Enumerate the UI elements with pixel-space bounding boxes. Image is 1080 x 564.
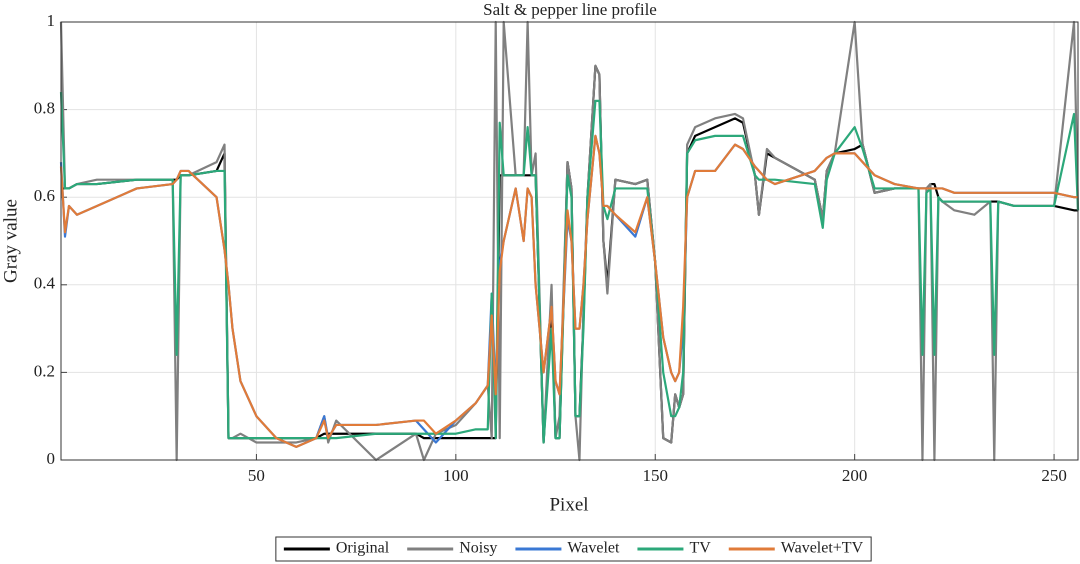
legend-label: TV — [689, 540, 711, 557]
legend-label: Noisy — [459, 540, 497, 557]
y-tick-label: 0.6 — [34, 186, 55, 205]
legend-label: Original — [336, 540, 390, 557]
legend: Original Noisy Wavelet TV Wavelet+TV — [275, 536, 872, 562]
y-tick-label: 0 — [47, 449, 56, 468]
y-axis-label: Gray value — [0, 199, 21, 283]
x-tick-label: 50 — [248, 466, 265, 485]
y-tick-label: 0.2 — [34, 361, 55, 380]
x-tick-label: 150 — [642, 466, 668, 485]
x-tick-label: 250 — [1041, 466, 1067, 485]
plot-border — [60, 21, 1079, 461]
legend-label: Wavelet+TV — [781, 540, 864, 557]
y-tick-label: 0.4 — [34, 274, 56, 293]
chart-title: Salt & pepper line profile — [483, 0, 657, 19]
legend-label: Wavelet — [567, 540, 620, 557]
y-tick-label: 0.8 — [34, 99, 55, 118]
data-line — [59, 134, 1078, 448]
y-tick-label: 1 — [47, 11, 56, 30]
x-tick-label: 200 — [842, 466, 868, 485]
plot-area — [61, 22, 1078, 460]
x-tick-label: 100 — [443, 466, 469, 485]
x-axis-label: Pixel — [549, 494, 588, 515]
